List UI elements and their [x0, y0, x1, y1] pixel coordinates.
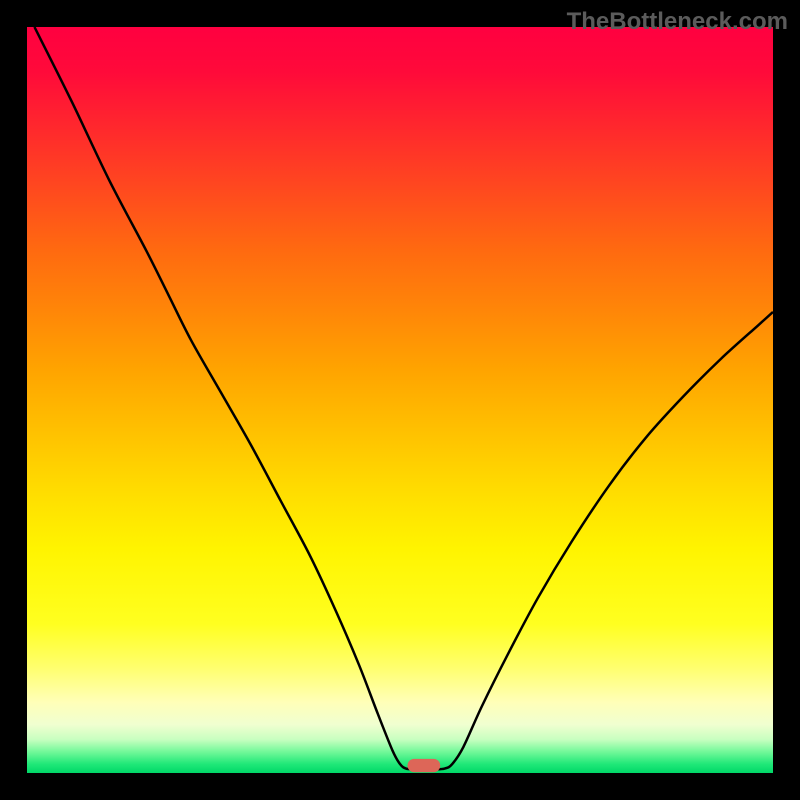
optimal-range-marker	[407, 759, 440, 772]
bottleneck-chart	[27, 27, 773, 773]
chart-background	[27, 27, 773, 773]
watermark-text: TheBottleneck.com	[567, 8, 788, 36]
chart-stage: TheBottleneck.com	[0, 0, 800, 800]
